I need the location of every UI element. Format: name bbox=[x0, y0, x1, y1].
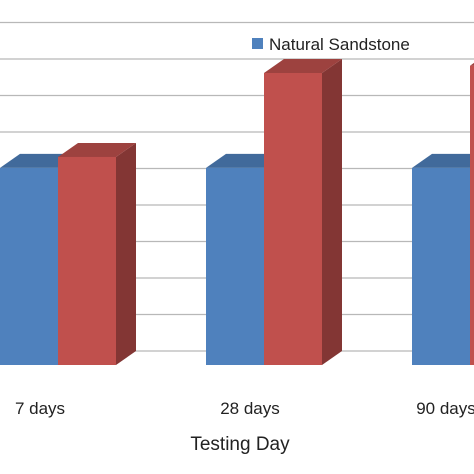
bars bbox=[0, 59, 474, 365]
x-tick-label: 7 days bbox=[15, 399, 65, 418]
bar-front-face bbox=[412, 167, 470, 365]
bar-top-face bbox=[58, 142, 136, 157]
bar-front-face bbox=[470, 65, 474, 365]
bar-front-face bbox=[0, 167, 58, 365]
x-tick-label: 28 days bbox=[220, 399, 280, 418]
bar-series-2-3 bbox=[470, 62, 474, 365]
legend-swatch-natural-sandstone bbox=[252, 38, 263, 49]
x-tick-label: 90 days bbox=[416, 399, 474, 418]
x-axis-title: Testing Day bbox=[190, 434, 290, 455]
bar-natural-sandstone-3 bbox=[412, 153, 474, 365]
bar-side-face bbox=[322, 59, 342, 365]
category-tick-labels: 7 days 28 days 90 days bbox=[15, 399, 474, 418]
bar-series-2-2 bbox=[264, 59, 342, 365]
bar-top-face bbox=[412, 153, 474, 168]
bar-top-face bbox=[470, 62, 474, 66]
bar-top-face bbox=[264, 59, 342, 73]
bar-side-face bbox=[116, 142, 136, 365]
bar-front-face bbox=[264, 73, 322, 365]
bar-front-face bbox=[206, 167, 264, 365]
legend: Natural Sandstone bbox=[252, 35, 410, 54]
legend-label-natural-sandstone: Natural Sandstone bbox=[269, 35, 410, 54]
bar-front-face bbox=[58, 156, 116, 365]
bar-series-2-1 bbox=[58, 142, 136, 365]
